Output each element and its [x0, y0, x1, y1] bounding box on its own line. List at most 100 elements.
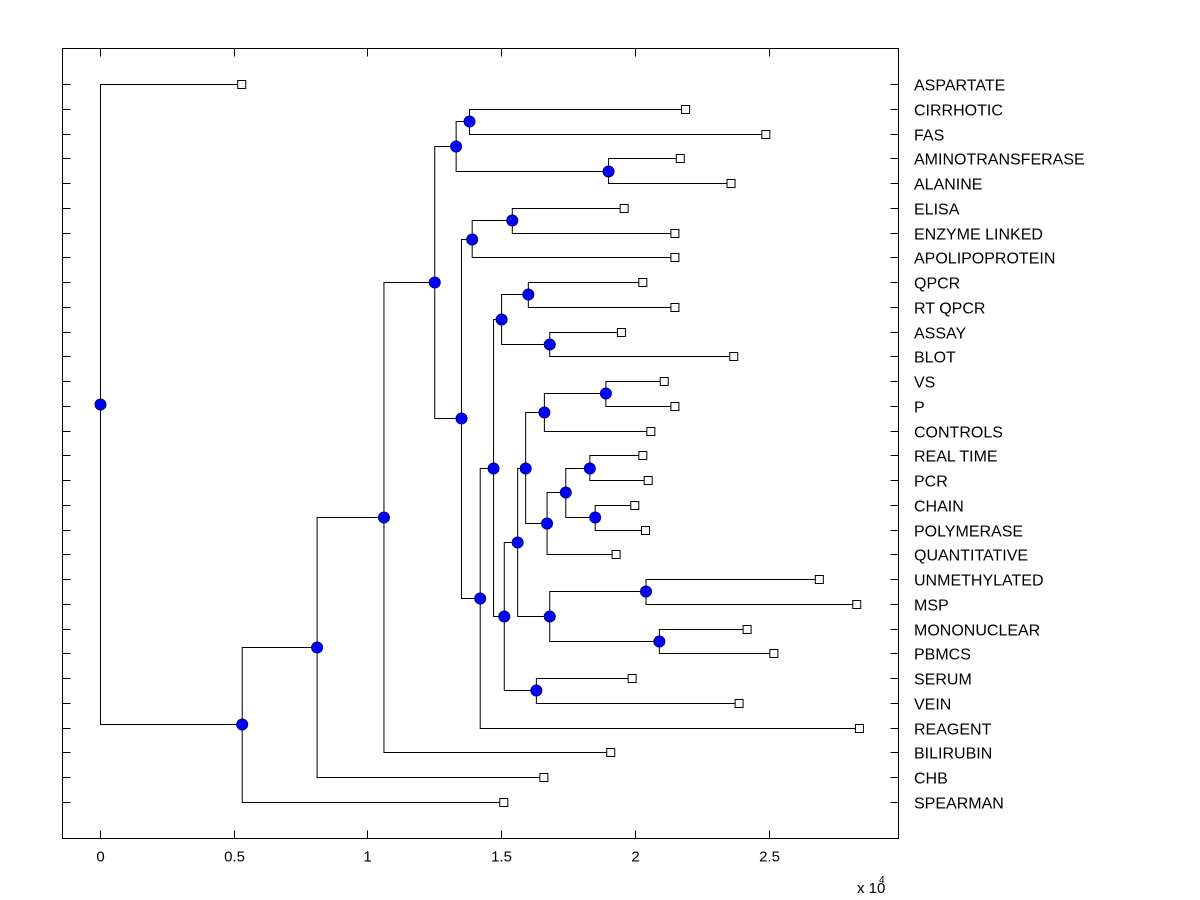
dendrogram-branch — [543, 412, 651, 432]
node-marker — [541, 517, 554, 530]
dendrogram-branch — [605, 381, 665, 394]
node-marker — [599, 387, 612, 400]
leaf-label: POLYMERASE — [914, 524, 1023, 541]
plot-frame — [62, 48, 899, 839]
dendrogram-branch — [658, 629, 748, 642]
dendrogram-branch — [517, 542, 550, 617]
leaf-label: RT QPCR — [914, 301, 985, 318]
dendrogram-branch — [608, 158, 681, 172]
node-marker — [487, 462, 500, 475]
leaf-label: BLOT — [914, 350, 956, 367]
dendrogram-branch — [241, 724, 504, 803]
leaf-label: VEIN — [914, 697, 951, 714]
leaf-marker — [852, 600, 862, 609]
x-tick-label: 0 — [96, 849, 104, 866]
leaf-marker — [734, 699, 744, 708]
node-marker — [530, 684, 543, 697]
leaf-label: ASSAY — [914, 326, 967, 343]
dendrogram-branch — [525, 412, 544, 469]
node-marker — [583, 462, 596, 475]
x-tick-label: 0.5 — [224, 849, 245, 866]
node-marker — [463, 115, 476, 128]
leaf-label: VS — [914, 375, 935, 392]
leaf-label: PBMCS — [914, 647, 971, 664]
leaf-label: ALANINE — [914, 177, 982, 194]
leaf-marker — [814, 575, 824, 584]
leaf-marker — [616, 328, 626, 337]
dendrogram-branch — [605, 393, 675, 407]
dendrogram-branch — [100, 84, 242, 405]
leaf-marker — [638, 451, 648, 460]
node-marker — [602, 165, 615, 178]
leaf-label: SPEARMAN — [914, 796, 1004, 813]
dendrogram-branch — [525, 468, 547, 524]
x-tick-label: 2.5 — [759, 849, 780, 866]
leaf-label: REAGENT — [914, 722, 992, 739]
node-marker — [543, 338, 556, 351]
dendrogram-branch — [511, 208, 625, 221]
leaf-label: QPCR — [914, 276, 960, 293]
leaf-marker — [670, 229, 680, 238]
leaf-label: MSP — [914, 598, 949, 615]
leaf-marker — [659, 377, 669, 386]
node-marker — [653, 635, 666, 648]
dendrogram-branch — [645, 591, 857, 605]
dendrogram-branch — [517, 468, 526, 543]
leaf-marker — [854, 724, 864, 733]
dendrogram-branch — [527, 282, 643, 295]
node-marker — [311, 641, 324, 654]
leaf-marker — [729, 352, 739, 361]
x-multiplier-label: x 10 — [857, 880, 885, 897]
dendrogram-branch — [471, 220, 512, 240]
leaf-marker — [681, 105, 691, 114]
leaf-marker — [646, 427, 656, 436]
dendrogram-branch — [316, 647, 544, 778]
leaf-label: SERUM — [914, 672, 972, 689]
dendrogram-branch — [479, 468, 494, 599]
leaf-marker — [670, 253, 680, 262]
x-tick-label: 2 — [631, 849, 639, 866]
leaf-label: QUANTITATIVE — [914, 548, 1028, 565]
dendrogram-branch — [608, 171, 732, 184]
dendrogram-branch — [493, 468, 504, 617]
leaf-marker — [499, 798, 509, 807]
dendrogram-branch — [543, 393, 606, 413]
node-marker — [543, 610, 556, 623]
dendrogram-branch — [527, 294, 675, 308]
leaf-marker — [670, 303, 680, 312]
leaf-marker — [630, 501, 640, 510]
dendrogram-edges — [100, 84, 860, 803]
node-marker — [474, 592, 487, 605]
dendrogram-branch — [460, 239, 472, 419]
leaf-label: CIRRHOTIC — [914, 103, 1003, 120]
leaf-label: CONTROLS — [914, 425, 1003, 442]
leaf-marker — [619, 204, 629, 213]
x-tick-label: 1 — [363, 849, 371, 866]
leaf-marker — [742, 625, 752, 634]
leaf-markers — [237, 80, 864, 807]
node-marker — [538, 406, 551, 419]
node-marker — [519, 462, 532, 475]
y-axis-ticks — [62, 84, 899, 803]
dendrogram-branch — [383, 517, 611, 753]
node-marker — [589, 511, 602, 524]
x-tick-label: 1.5 — [491, 849, 512, 866]
leaf-label: REAL TIME — [914, 449, 998, 466]
leaf-marker — [638, 278, 648, 287]
leaf-label: AMINOTRANSFERASE — [914, 152, 1085, 169]
dendrogram-branch — [241, 647, 317, 725]
node-marker — [455, 412, 468, 425]
dendrogram-branch — [501, 319, 550, 345]
leaf-label: MONONUCLEAR — [914, 623, 1040, 640]
leaf-label: ELISA — [914, 202, 960, 219]
node-marker — [428, 276, 441, 289]
dendrogram-branch — [383, 282, 435, 518]
node-marker — [236, 718, 249, 731]
dendrogram-branch — [549, 616, 659, 642]
leaf-marker — [627, 674, 637, 683]
node-marker — [450, 140, 463, 153]
dendrogram-branch — [589, 468, 649, 481]
node-marker — [511, 536, 524, 549]
leaf-label: PCR — [914, 474, 948, 491]
